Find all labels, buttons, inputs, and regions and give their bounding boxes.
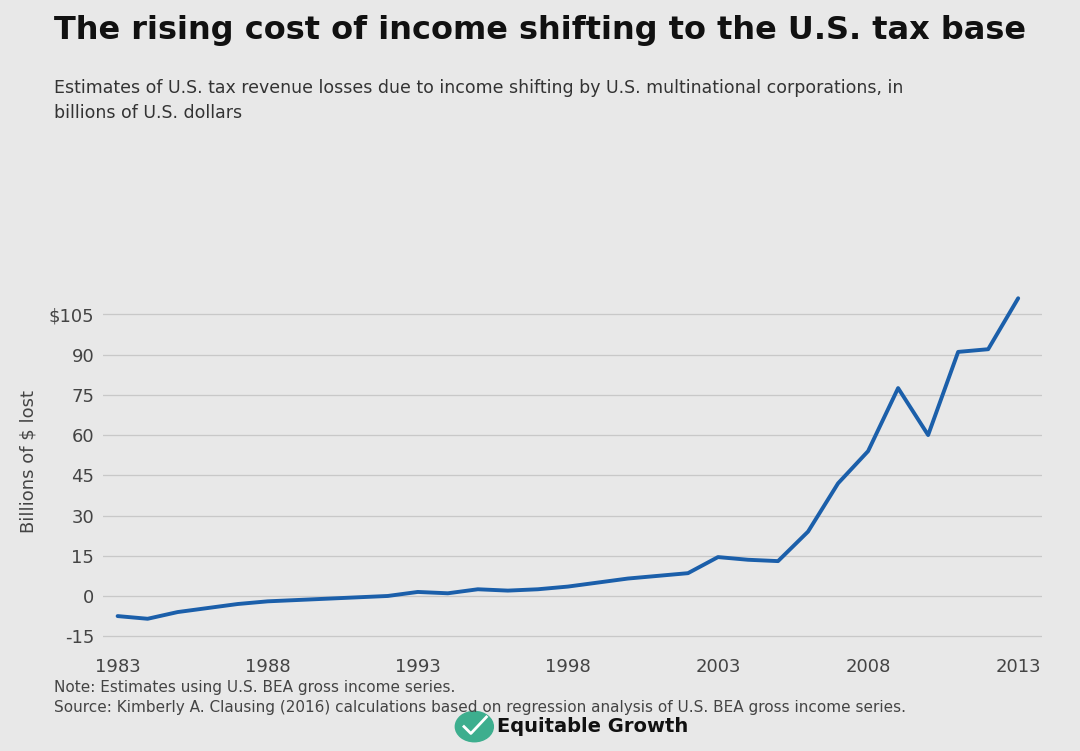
Text: Note: Estimates using U.S. BEA gross income series.: Note: Estimates using U.S. BEA gross inc… [54,680,456,695]
Circle shape [456,711,494,742]
Text: Source: Kimberly A. Clausing (2016) calculations based on regression analysis of: Source: Kimberly A. Clausing (2016) calc… [54,700,906,715]
Text: The rising cost of income shifting to the U.S. tax base: The rising cost of income shifting to th… [54,15,1026,46]
Text: Equitable Growth: Equitable Growth [497,717,688,736]
Y-axis label: Billions of $ lost: Billions of $ lost [19,391,38,533]
Text: Estimates of U.S. tax revenue losses due to income shifting by U.S. multinationa: Estimates of U.S. tax revenue losses due… [54,79,903,122]
